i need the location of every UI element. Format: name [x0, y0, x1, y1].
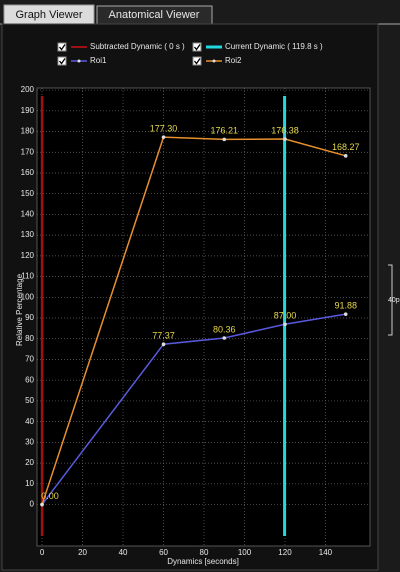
data-label: 87.00 — [274, 311, 297, 321]
data-label: 0.00 — [41, 491, 59, 501]
x-tick-label: 0 — [40, 548, 45, 557]
y-tick-label: 180 — [21, 127, 35, 136]
data-label: 77.37 — [152, 331, 175, 341]
y-tick-label: 30 — [25, 437, 34, 446]
y-tick-label: 90 — [25, 313, 34, 322]
side-bracket — [388, 264, 393, 336]
y-tick-label: 100 — [21, 292, 35, 301]
data-label: 80.36 — [213, 324, 236, 334]
legend-check — [58, 44, 66, 51]
x-tick-label: 140 — [319, 548, 333, 557]
legend-check — [193, 44, 201, 51]
y-tick-label: 110 — [21, 272, 34, 281]
legend-check — [193, 58, 201, 65]
point — [343, 154, 348, 158]
plot-area — [36, 87, 371, 547]
y-tick-label: 60 — [25, 375, 34, 384]
y-tick-label: 130 — [21, 230, 35, 239]
point — [283, 322, 287, 327]
x-tick-label: 100 — [238, 548, 252, 557]
point — [222, 137, 227, 142]
x-tick-label: 60 — [159, 548, 168, 557]
y-tick-label: 160 — [21, 168, 35, 177]
x-tick-label: 120 — [278, 548, 292, 557]
data-label: 176.21 — [210, 126, 238, 136]
point — [40, 502, 44, 507]
legend-label: Roi2 — [225, 56, 242, 65]
tab-label[interactable]: Anatomical Viewer — [109, 9, 200, 21]
legend-label: Roi1 — [90, 56, 107, 65]
legend-checkbox[interactable] — [57, 42, 67, 52]
x-tick-label: 20 — [78, 548, 87, 557]
y-tick-label: 140 — [21, 210, 35, 219]
y-tick-label: 20 — [25, 458, 34, 467]
legend-checkbox[interactable] — [192, 42, 202, 52]
legend-label: Current Dynamic ( 119.8 s ) — [225, 42, 323, 51]
point — [222, 336, 227, 340]
y-axis-label: Relative Percentage — [15, 273, 24, 346]
x-axis-label: Dynamics [seconds] — [167, 557, 239, 566]
y-tick-label: 190 — [21, 106, 35, 115]
data-label: 177.30 — [150, 123, 178, 133]
y-tick-label: 200 — [21, 85, 35, 94]
legend-check — [58, 58, 66, 65]
point — [161, 135, 166, 139]
data-label: 176.38 — [271, 125, 299, 135]
point — [161, 342, 166, 347]
y-tick-label: 170 — [21, 147, 35, 156]
y-tick-label: 120 — [21, 251, 35, 260]
legend-dot — [212, 59, 216, 63]
legend-label: Subtracted Dynamic ( 0 s ) — [90, 42, 185, 51]
y-tick-label: 70 — [25, 355, 34, 364]
point — [343, 312, 348, 316]
legend-dot — [77, 59, 81, 63]
data-label: 91.88 — [334, 301, 357, 311]
tab-label[interactable]: Graph Viewer — [15, 9, 82, 21]
x-tick-label: 80 — [200, 548, 209, 557]
y-tick-label: 0 — [30, 500, 35, 509]
y-tick-label: 80 — [25, 334, 34, 343]
legend-checkbox[interactable] — [192, 56, 202, 66]
data-label: 168.27 — [332, 142, 360, 152]
y-tick-label: 150 — [21, 189, 35, 198]
y-tick-label: 40 — [25, 417, 34, 426]
y-tick-label: 50 — [25, 396, 34, 405]
point — [283, 137, 287, 141]
x-tick-label: 40 — [119, 548, 128, 557]
side-label: 40pix — [388, 297, 400, 304]
y-tick-label: 10 — [25, 479, 34, 488]
legend-checkbox[interactable] — [57, 56, 67, 66]
